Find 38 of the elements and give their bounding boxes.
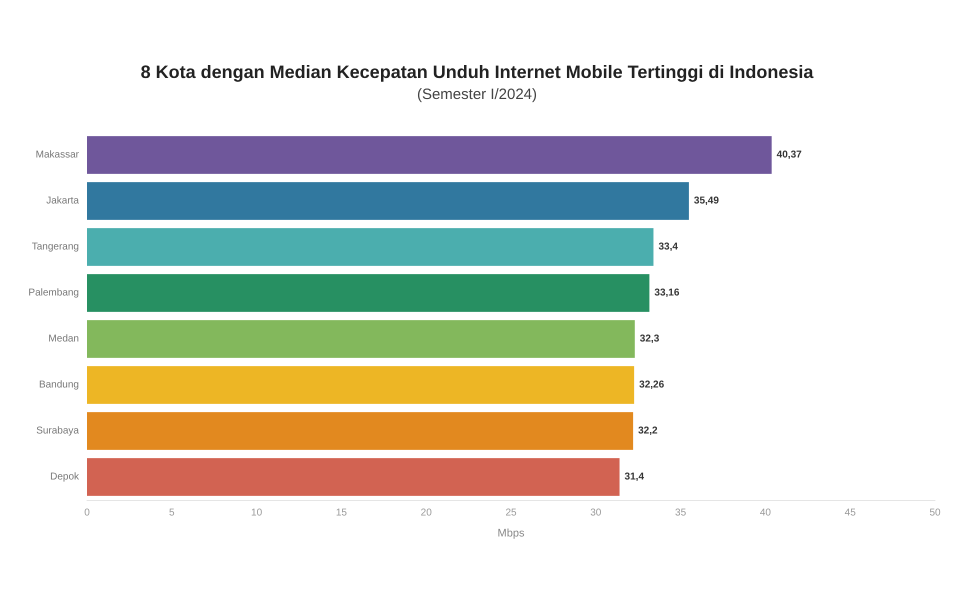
x-tick-label: 25	[505, 508, 517, 518]
x-tick-label: 50	[929, 508, 941, 518]
x-tick-label: 10	[251, 508, 263, 518]
bar	[87, 228, 654, 266]
x-tick-label: 15	[336, 508, 348, 518]
y-tick-label: Depok	[50, 472, 80, 482]
x-tick-label: 45	[844, 508, 856, 518]
x-axis-title: Mbps	[498, 528, 525, 540]
data-label: 33,4	[658, 242, 678, 252]
bar	[87, 136, 772, 174]
data-label: 35,49	[694, 196, 720, 206]
bar	[87, 182, 689, 220]
y-tick-label: Tangerang	[32, 242, 79, 252]
x-tick-label: 0	[84, 508, 90, 518]
data-label: 32,2	[638, 426, 658, 436]
x-tick-label: 30	[590, 508, 602, 518]
data-label: 31,4	[624, 472, 644, 482]
x-tick-label: 35	[675, 508, 687, 518]
x-tick-label: 5	[169, 508, 176, 518]
y-tick-label: Palembang	[28, 288, 79, 298]
y-tick-label: Surabaya	[36, 426, 80, 436]
x-tick-label: 40	[760, 508, 772, 518]
bar	[87, 412, 634, 450]
data-label: 32,26	[639, 380, 665, 390]
bar	[87, 320, 635, 358]
y-tick-label: Bandung	[38, 380, 79, 390]
bar	[87, 366, 634, 404]
y-tick-label: Jakarta	[46, 196, 80, 206]
data-label: 32,3	[640, 334, 660, 344]
data-label: 33,16	[654, 288, 680, 298]
bar	[87, 458, 620, 496]
x-tick-label: 20	[420, 508, 432, 518]
data-label: 40,37	[776, 150, 802, 160]
chart-subtitle: (Semester I/2024)	[416, 86, 538, 103]
bar	[87, 274, 650, 312]
y-tick-label: Medan	[48, 334, 79, 344]
y-tick-label: Makassar	[36, 150, 80, 160]
chart-title: 8 Kota dengan Median Kecepatan Unduh Internet Mobile Tertinggi di Indonesia	[140, 62, 814, 82]
